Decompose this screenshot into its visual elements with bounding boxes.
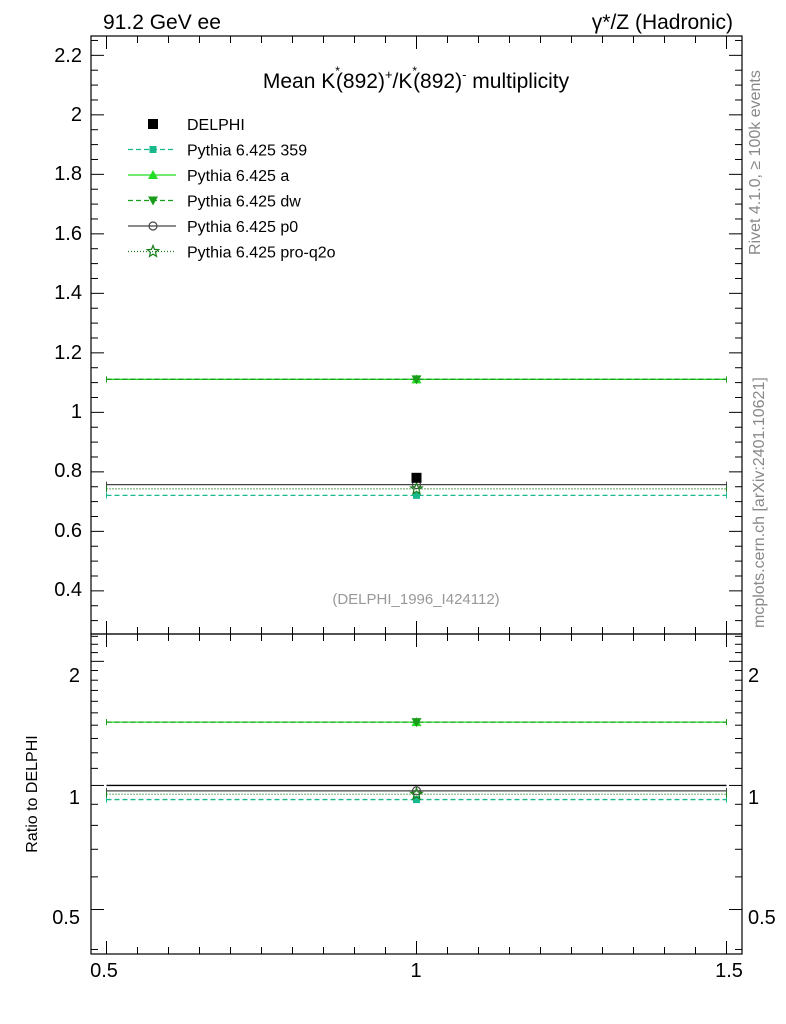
ratio-tick-left-0.5: 0.5 (52, 907, 80, 929)
legend-label-4: Pythia 6.425 pro-q2o (187, 245, 336, 262)
legend-marker-2 (148, 196, 158, 206)
ratio-tick-left-2: 2 (69, 665, 80, 687)
energy-label: 91.2 GeV ee (103, 11, 221, 34)
legend-marker-0 (149, 146, 157, 153)
y-tick-label-1.4: 1.4 (54, 282, 82, 304)
legend-label-delphi: DELPHI (187, 117, 245, 134)
main-marker-4 (409, 481, 424, 496)
y-tick-label-1: 1 (71, 401, 82, 423)
process-label: γ*/Z (Hadronic) (592, 11, 733, 34)
x-tick-label-0.5: 0.5 (90, 960, 118, 982)
legend: DELPHI Pythia 6.425 359 Pythia 6.425 a Pyth… (128, 117, 336, 262)
y-tick-label-2.2: 2.2 (54, 45, 82, 67)
y-tick-label-1.2: 1.2 (54, 342, 82, 364)
legend-marker-1 (148, 170, 158, 179)
x-tick-labels: 0.5 1 1.5 (90, 960, 743, 982)
main-series-lines (106, 374, 727, 499)
mcplots-label: mcplots.cern.ch [arXiv:2401.10621] (751, 377, 768, 628)
rivet-version-label: Rivet 4.1.0, ≥ 100k events (747, 70, 764, 255)
ratio-series-lines (106, 717, 727, 804)
data-point-delphi (411, 472, 422, 483)
y-tick-label-0.8: 0.8 (54, 460, 82, 482)
main-y-tick-labels: 0.4 0.6 0.8 1 1.2 1.4 1.6 1.8 2 2.2 (54, 45, 82, 601)
x-tick-label-1: 1 (410, 960, 421, 982)
chart-title: Mean K*(892)+/K*(892)- multiplicity (263, 64, 570, 93)
ratio-marker-0 (413, 796, 420, 804)
legend-marker-delphi (148, 119, 158, 129)
ratio-tick-left-1: 1 (69, 787, 80, 809)
legend-marker-3 (148, 221, 158, 231)
legend-marker-4 (145, 243, 161, 258)
ratio-tick-right-1: 1 (748, 787, 759, 809)
y-tick-label-1.6: 1.6 (54, 223, 82, 245)
legend-label-2: Pythia 6.425 dw (187, 194, 301, 211)
analysis-watermark: (DELPHI_1996_I424112) (332, 591, 499, 608)
y-tick-label-0.4: 0.4 (54, 579, 82, 601)
main-marker-2 (411, 375, 422, 385)
main-marker-0 (413, 491, 420, 499)
ratio-y-tick-labels: 0.5 1 2 0.5 1 2 (52, 665, 776, 929)
ratio-marker-4 (409, 786, 424, 801)
legend-label-1: Pythia 6.425 a (187, 168, 289, 185)
ratio-marker-2 (411, 718, 422, 728)
y-tick-label-0.6: 0.6 (54, 520, 82, 542)
ratio-tick-right-2: 2 (748, 665, 759, 687)
y-tick-label-2: 2 (71, 104, 82, 126)
y-tick-label-1.8: 1.8 (54, 163, 82, 185)
legend-label-3: Pythia 6.425 p0 (187, 219, 298, 236)
legend-label-0: Pythia 6.425 359 (187, 143, 307, 160)
x-tick-label-1.5: 1.5 (715, 960, 743, 982)
axis-ticks (91, 36, 742, 954)
ratio-y-axis-label: Ratio to DELPHI (24, 735, 41, 852)
ratio-tick-right-0.5: 0.5 (748, 907, 776, 929)
